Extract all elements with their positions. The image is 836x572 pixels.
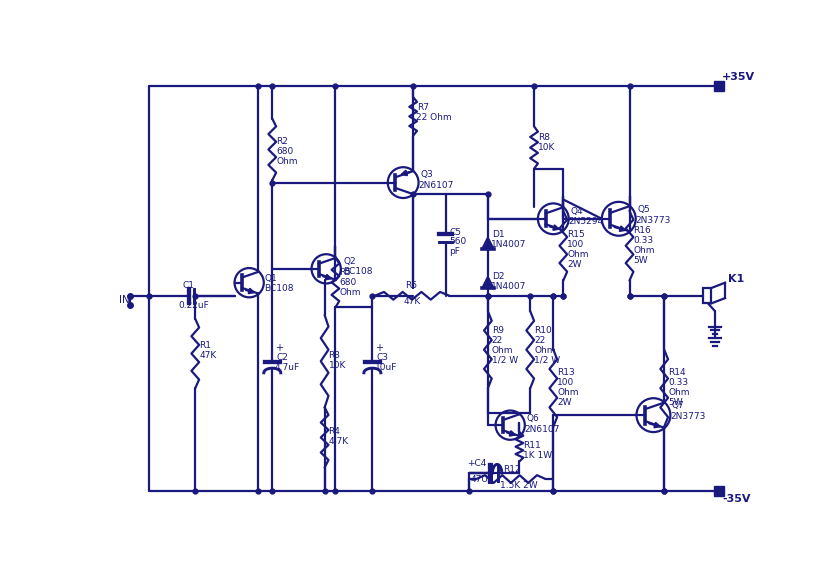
- Text: 4.7uF: 4.7uF: [274, 363, 299, 372]
- Text: 2N6107: 2N6107: [418, 181, 453, 190]
- Text: C1: C1: [183, 280, 195, 289]
- Polygon shape: [482, 276, 493, 288]
- Polygon shape: [482, 237, 493, 249]
- Text: Ohm: Ohm: [339, 288, 360, 297]
- Text: 1/2 W: 1/2 W: [491, 356, 517, 365]
- Text: 10K: 10K: [538, 144, 554, 153]
- Text: R9: R9: [491, 326, 503, 335]
- Text: 2W: 2W: [557, 398, 571, 407]
- Text: 47K: 47K: [199, 351, 217, 360]
- Text: 680: 680: [276, 148, 293, 156]
- Text: 0.22uF: 0.22uF: [178, 301, 209, 310]
- Text: D2: D2: [491, 272, 503, 281]
- Text: +C4: +C4: [466, 459, 486, 468]
- Text: Ohm: Ohm: [491, 346, 512, 355]
- Text: Q1: Q1: [264, 273, 277, 283]
- Text: 4.7K: 4.7K: [328, 437, 348, 446]
- Text: Q6: Q6: [526, 415, 538, 423]
- Text: IN: IN: [119, 295, 130, 305]
- Text: 2N6107: 2N6107: [524, 424, 559, 434]
- Text: R13: R13: [557, 368, 574, 378]
- Text: 1/2 W: 1/2 W: [533, 356, 559, 365]
- Text: pF: pF: [449, 248, 460, 256]
- Text: 560: 560: [449, 237, 466, 247]
- Text: 10K: 10K: [328, 360, 345, 370]
- Text: 100: 100: [567, 240, 584, 249]
- Text: Ohm: Ohm: [667, 388, 689, 398]
- Text: 1.5K 2W: 1.5K 2W: [500, 480, 538, 490]
- Text: R15: R15: [567, 230, 584, 239]
- Bar: [702, 288, 711, 304]
- Text: Q3: Q3: [420, 170, 432, 180]
- Text: Ohm: Ohm: [276, 157, 298, 166]
- Text: 47K: 47K: [404, 296, 421, 305]
- Text: 0.33: 0.33: [667, 378, 687, 387]
- Text: R5: R5: [339, 268, 351, 277]
- Text: R16: R16: [633, 226, 650, 235]
- Text: Q4: Q4: [569, 206, 582, 216]
- Text: 0.33: 0.33: [633, 236, 653, 245]
- Text: Ohm: Ohm: [533, 346, 555, 355]
- Text: 100: 100: [557, 378, 573, 387]
- Text: Q2: Q2: [343, 257, 355, 265]
- Text: 1N4007: 1N4007: [491, 240, 526, 249]
- Text: R12: R12: [502, 464, 520, 474]
- Text: BC108: BC108: [264, 284, 293, 293]
- Text: C2: C2: [276, 353, 288, 362]
- Text: K1: K1: [727, 274, 743, 284]
- Text: 22: 22: [491, 336, 502, 345]
- Text: Q5: Q5: [636, 205, 650, 214]
- Text: +: +: [274, 343, 283, 353]
- Text: 10uF: 10uF: [375, 363, 396, 372]
- Text: +35V: +35V: [721, 73, 754, 82]
- Text: 1N4007: 1N4007: [491, 282, 526, 291]
- Text: D1: D1: [491, 230, 504, 239]
- Text: +: +: [375, 343, 382, 353]
- Text: 5W: 5W: [667, 398, 682, 407]
- Text: R1: R1: [199, 341, 211, 350]
- Text: 2N5294: 2N5294: [568, 217, 603, 225]
- Text: R3: R3: [328, 351, 340, 360]
- Text: R14: R14: [667, 368, 685, 378]
- Text: BC108: BC108: [343, 267, 372, 276]
- Text: 22 Ohm: 22 Ohm: [415, 113, 451, 122]
- Text: R4: R4: [328, 427, 340, 436]
- Text: 22: 22: [533, 336, 545, 345]
- Text: R6: R6: [405, 280, 417, 289]
- Text: 1K 1W: 1K 1W: [522, 451, 552, 460]
- Text: 5W: 5W: [633, 256, 647, 265]
- Text: Ohm: Ohm: [567, 250, 588, 259]
- Text: R11: R11: [522, 442, 540, 450]
- Text: -35V: -35V: [721, 494, 750, 504]
- Text: 47UF: 47UF: [470, 475, 492, 484]
- Text: Ohm: Ohm: [633, 246, 654, 255]
- Text: Q7: Q7: [671, 402, 684, 410]
- Text: R2: R2: [276, 137, 288, 146]
- Text: R10: R10: [533, 326, 551, 335]
- Text: C5: C5: [449, 228, 461, 237]
- Text: R7: R7: [416, 102, 429, 112]
- Text: 680: 680: [339, 278, 356, 287]
- Text: Ohm: Ohm: [557, 388, 578, 398]
- Text: 2N3773: 2N3773: [670, 412, 705, 421]
- Text: 2N3773: 2N3773: [635, 216, 670, 225]
- Text: C3: C3: [375, 353, 388, 362]
- Text: R8: R8: [538, 133, 549, 142]
- Text: 2W: 2W: [567, 260, 581, 269]
